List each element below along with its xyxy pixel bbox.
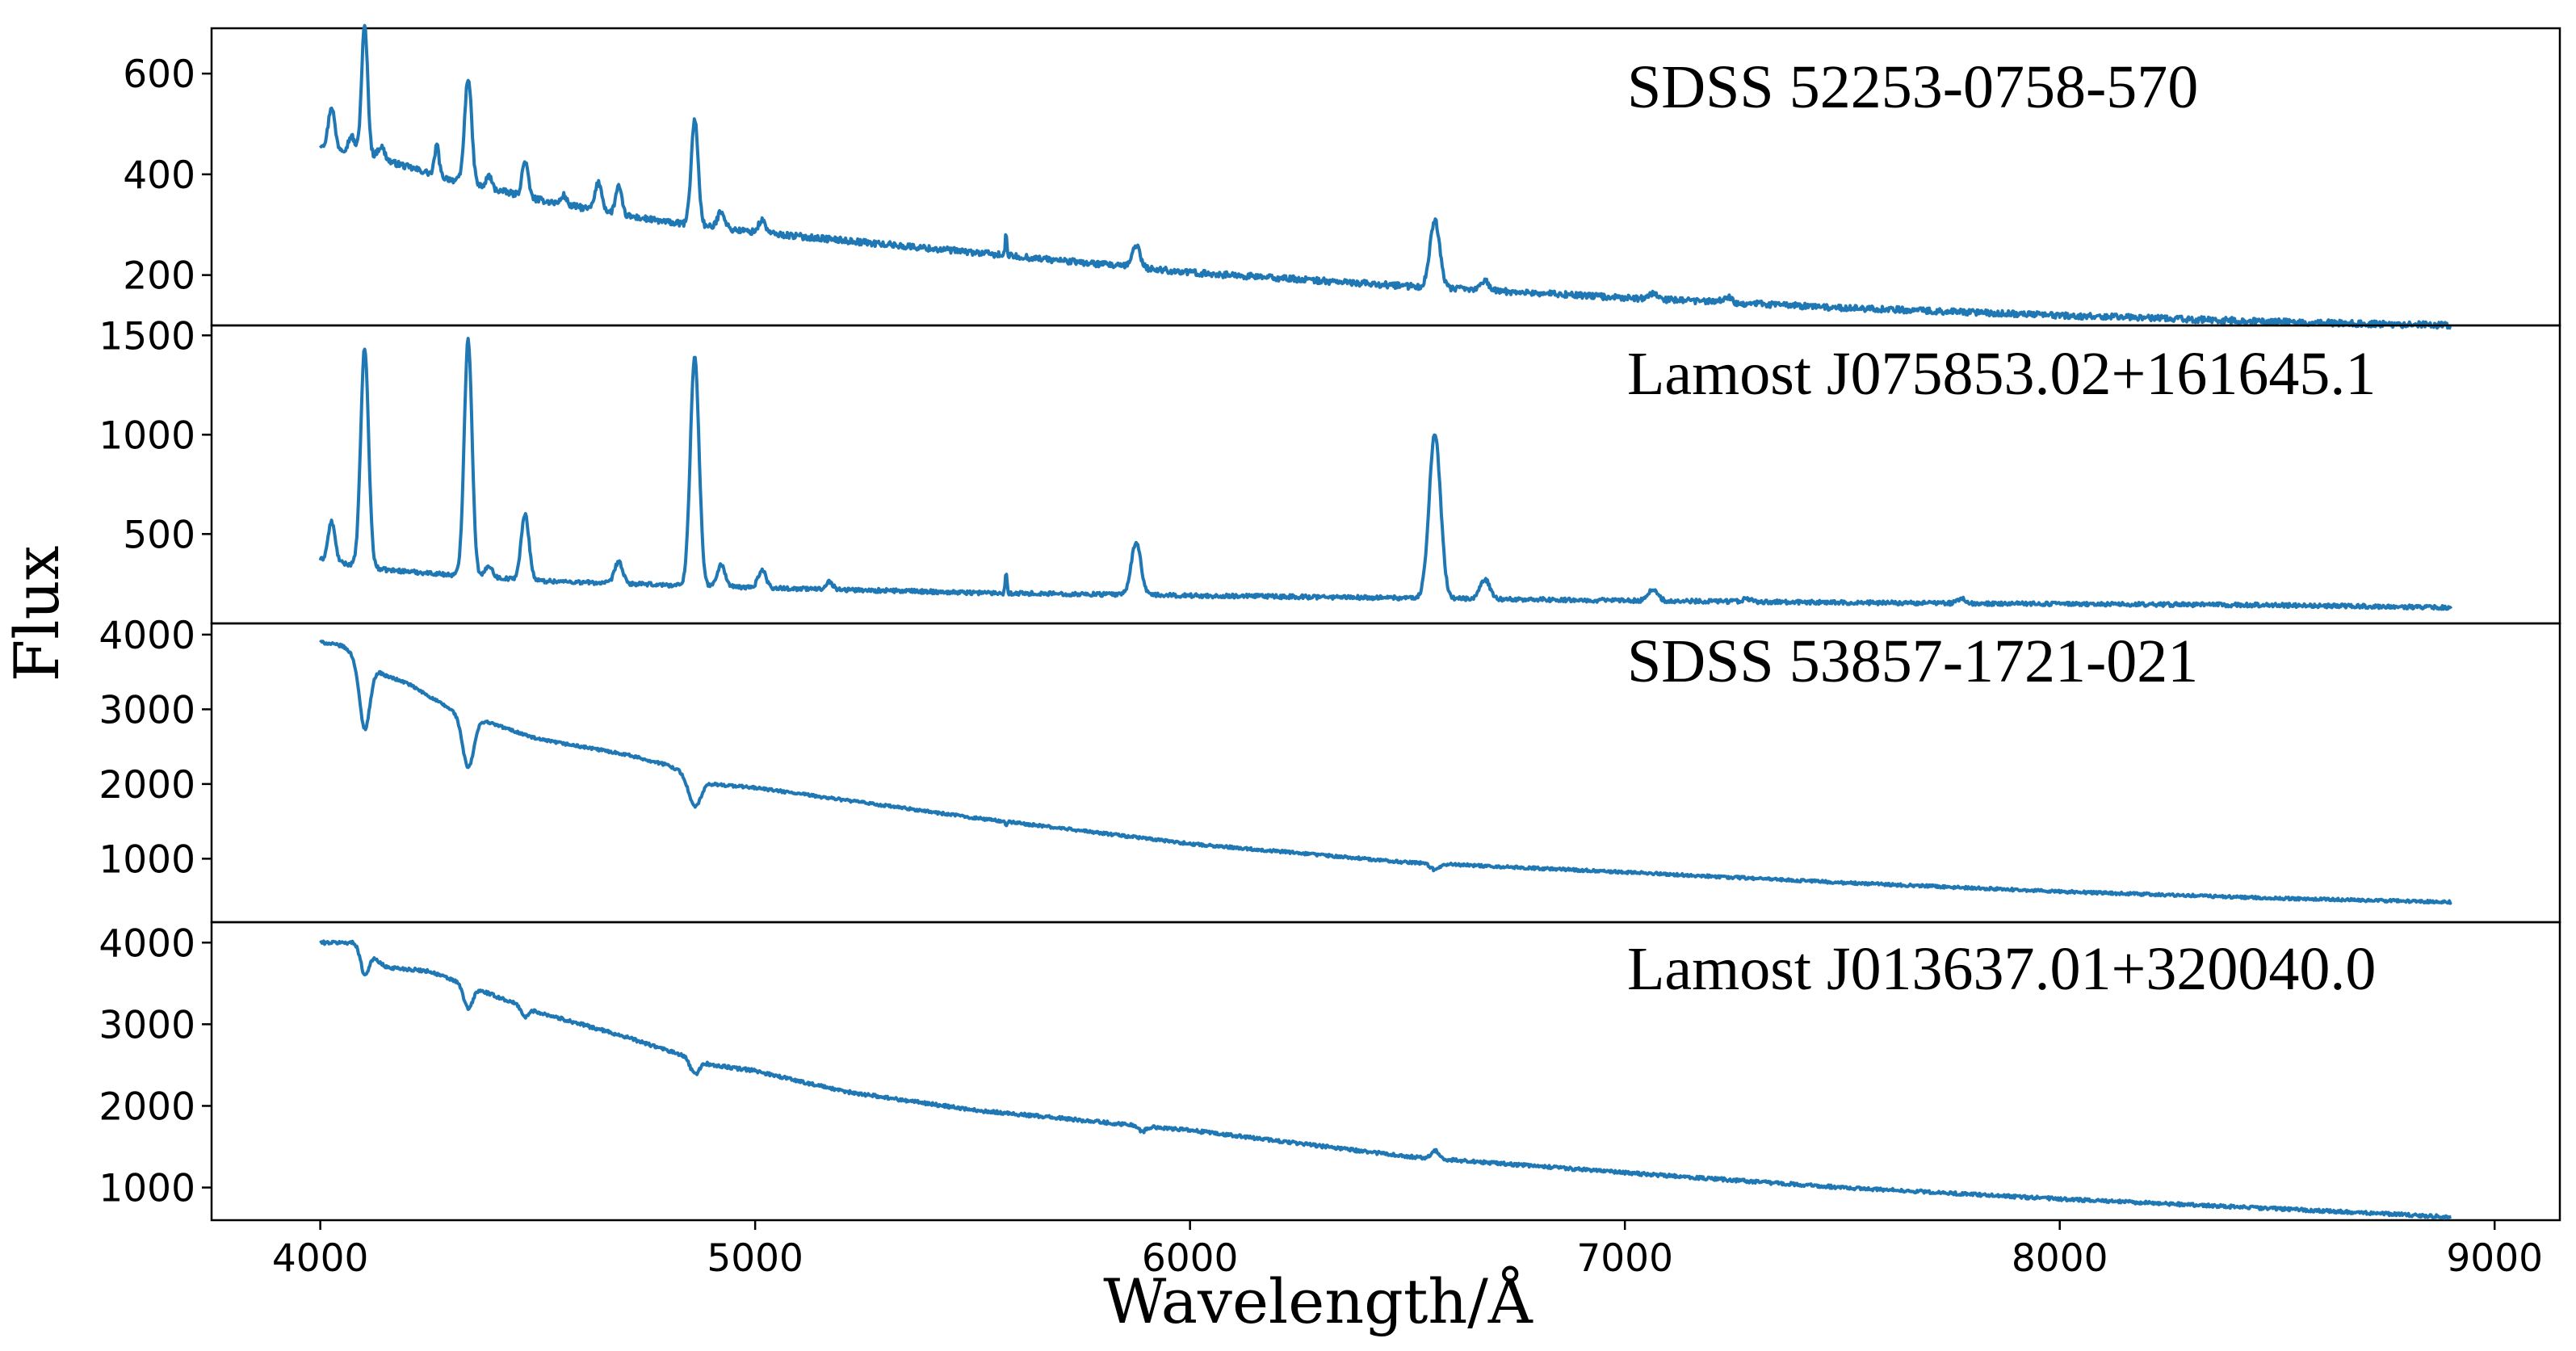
panel-frame — [210, 921, 2561, 1222]
spectrum-line — [318, 23, 2452, 330]
y-tick-label: 4000 — [99, 614, 195, 658]
spectrum-line — [319, 939, 2452, 1220]
y-tick-label: 1500 — [99, 314, 195, 359]
y-tick-label: 2000 — [99, 763, 195, 808]
spectrum-line — [318, 337, 2453, 611]
y-tick-label: 1000 — [99, 1167, 195, 1211]
panel-3: 1000 2000 3000 4000 SDSS 53857-1721-021 — [99, 614, 2561, 924]
panel-4: 1000 2000 3000 4000 Lamost J013637.01+320040… — [99, 921, 2561, 1222]
x-tick-label: 7000 — [1576, 1236, 1673, 1281]
panel-label: SDSS 53857-1721-021 — [1627, 627, 2198, 695]
x-tick-label: 9000 — [2446, 1236, 2543, 1281]
x-tick-label: 5000 — [707, 1236, 803, 1281]
x-axis: 4000 5000 6000 7000 8000 9000 — [272, 1220, 2543, 1281]
x-tick-label: 8000 — [2012, 1236, 2108, 1281]
x-tick-label: 4000 — [272, 1236, 369, 1281]
panel-frame — [210, 622, 2561, 924]
y-tick-label: 500 — [123, 513, 195, 557]
spectrum-line — [319, 640, 2452, 905]
panel-2: 500 1000 1500 Lamost J075853.02+161645.1 — [99, 314, 2561, 625]
y-tick-label: 2000 — [99, 1085, 195, 1129]
y-tick-label: 1000 — [99, 837, 195, 882]
y-axis-title: Flux — [1, 546, 73, 682]
y-tick-label: 200 — [123, 254, 195, 299]
x-axis-title: Wavelength/Å — [1103, 1265, 1533, 1337]
panel-label: Lamost J075853.02+161645.1 — [1627, 340, 2376, 408]
panels-layer: 200 400 600 SDSS 52253-0758-570 500 1000 1500 L… — [99, 23, 2561, 1222]
x-tick-label: 6000 — [1142, 1236, 1239, 1281]
y-tick-label: 3000 — [99, 1003, 195, 1047]
y-tick-label: 400 — [123, 153, 195, 198]
y-tick-label: 600 — [123, 52, 195, 97]
y-tick-label: 4000 — [99, 921, 195, 966]
panel-1: 200 400 600 SDSS 52253-0758-570 — [123, 23, 2561, 330]
panel-label: Lamost J013637.01+320040.0 — [1627, 935, 2376, 1003]
y-tick-label: 1000 — [99, 413, 195, 458]
y-tick-label: 3000 — [99, 688, 195, 732]
panel-label: SDSS 52253-0758-570 — [1627, 53, 2198, 121]
